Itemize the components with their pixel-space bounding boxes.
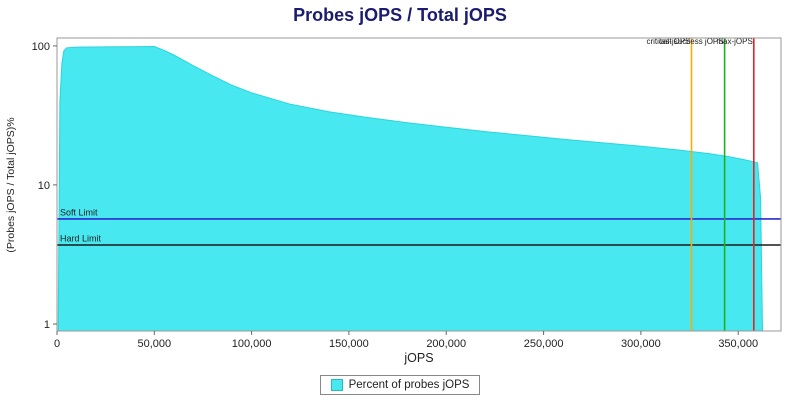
x-tick-label: 100,000 — [232, 338, 272, 350]
vline-label-2: max-jOPS — [716, 37, 752, 46]
x-tick-label: 0 — [54, 338, 60, 350]
x-axis-label: jOPS — [403, 351, 433, 365]
y-axis-label: (Probes jOPS / Total jOPS)% — [5, 117, 17, 252]
legend-swatch — [330, 379, 343, 391]
y-tick-label: 100 — [32, 41, 50, 53]
legend-label: Percent of probes jOPS — [348, 379, 470, 391]
x-tick-label: 50,000 — [137, 338, 171, 350]
y-tick-label: 1 — [44, 319, 50, 331]
x-tick-label: 350,000 — [718, 338, 758, 350]
area-series — [57, 45, 763, 332]
y-tick-label: 10 — [38, 180, 50, 192]
vline-label-0: critical-jOPS — [646, 37, 690, 46]
x-tick-label: 250,000 — [524, 338, 564, 350]
x-tick-label: 150,000 — [329, 338, 369, 350]
hline-label-0: Soft Limit — [60, 207, 98, 217]
legend: Percent of probes jOPS — [0, 375, 800, 396]
legend-box: Percent of probes jOPS — [319, 375, 481, 395]
vline-label-1: last success jOPS — [659, 37, 723, 46]
hline-label-1: Hard Limit — [60, 234, 102, 244]
chart-title: Probes jOPS / Total jOPS — [293, 5, 507, 25]
x-tick-label: 300,000 — [621, 338, 661, 350]
x-tick-label: 200,000 — [426, 338, 466, 350]
